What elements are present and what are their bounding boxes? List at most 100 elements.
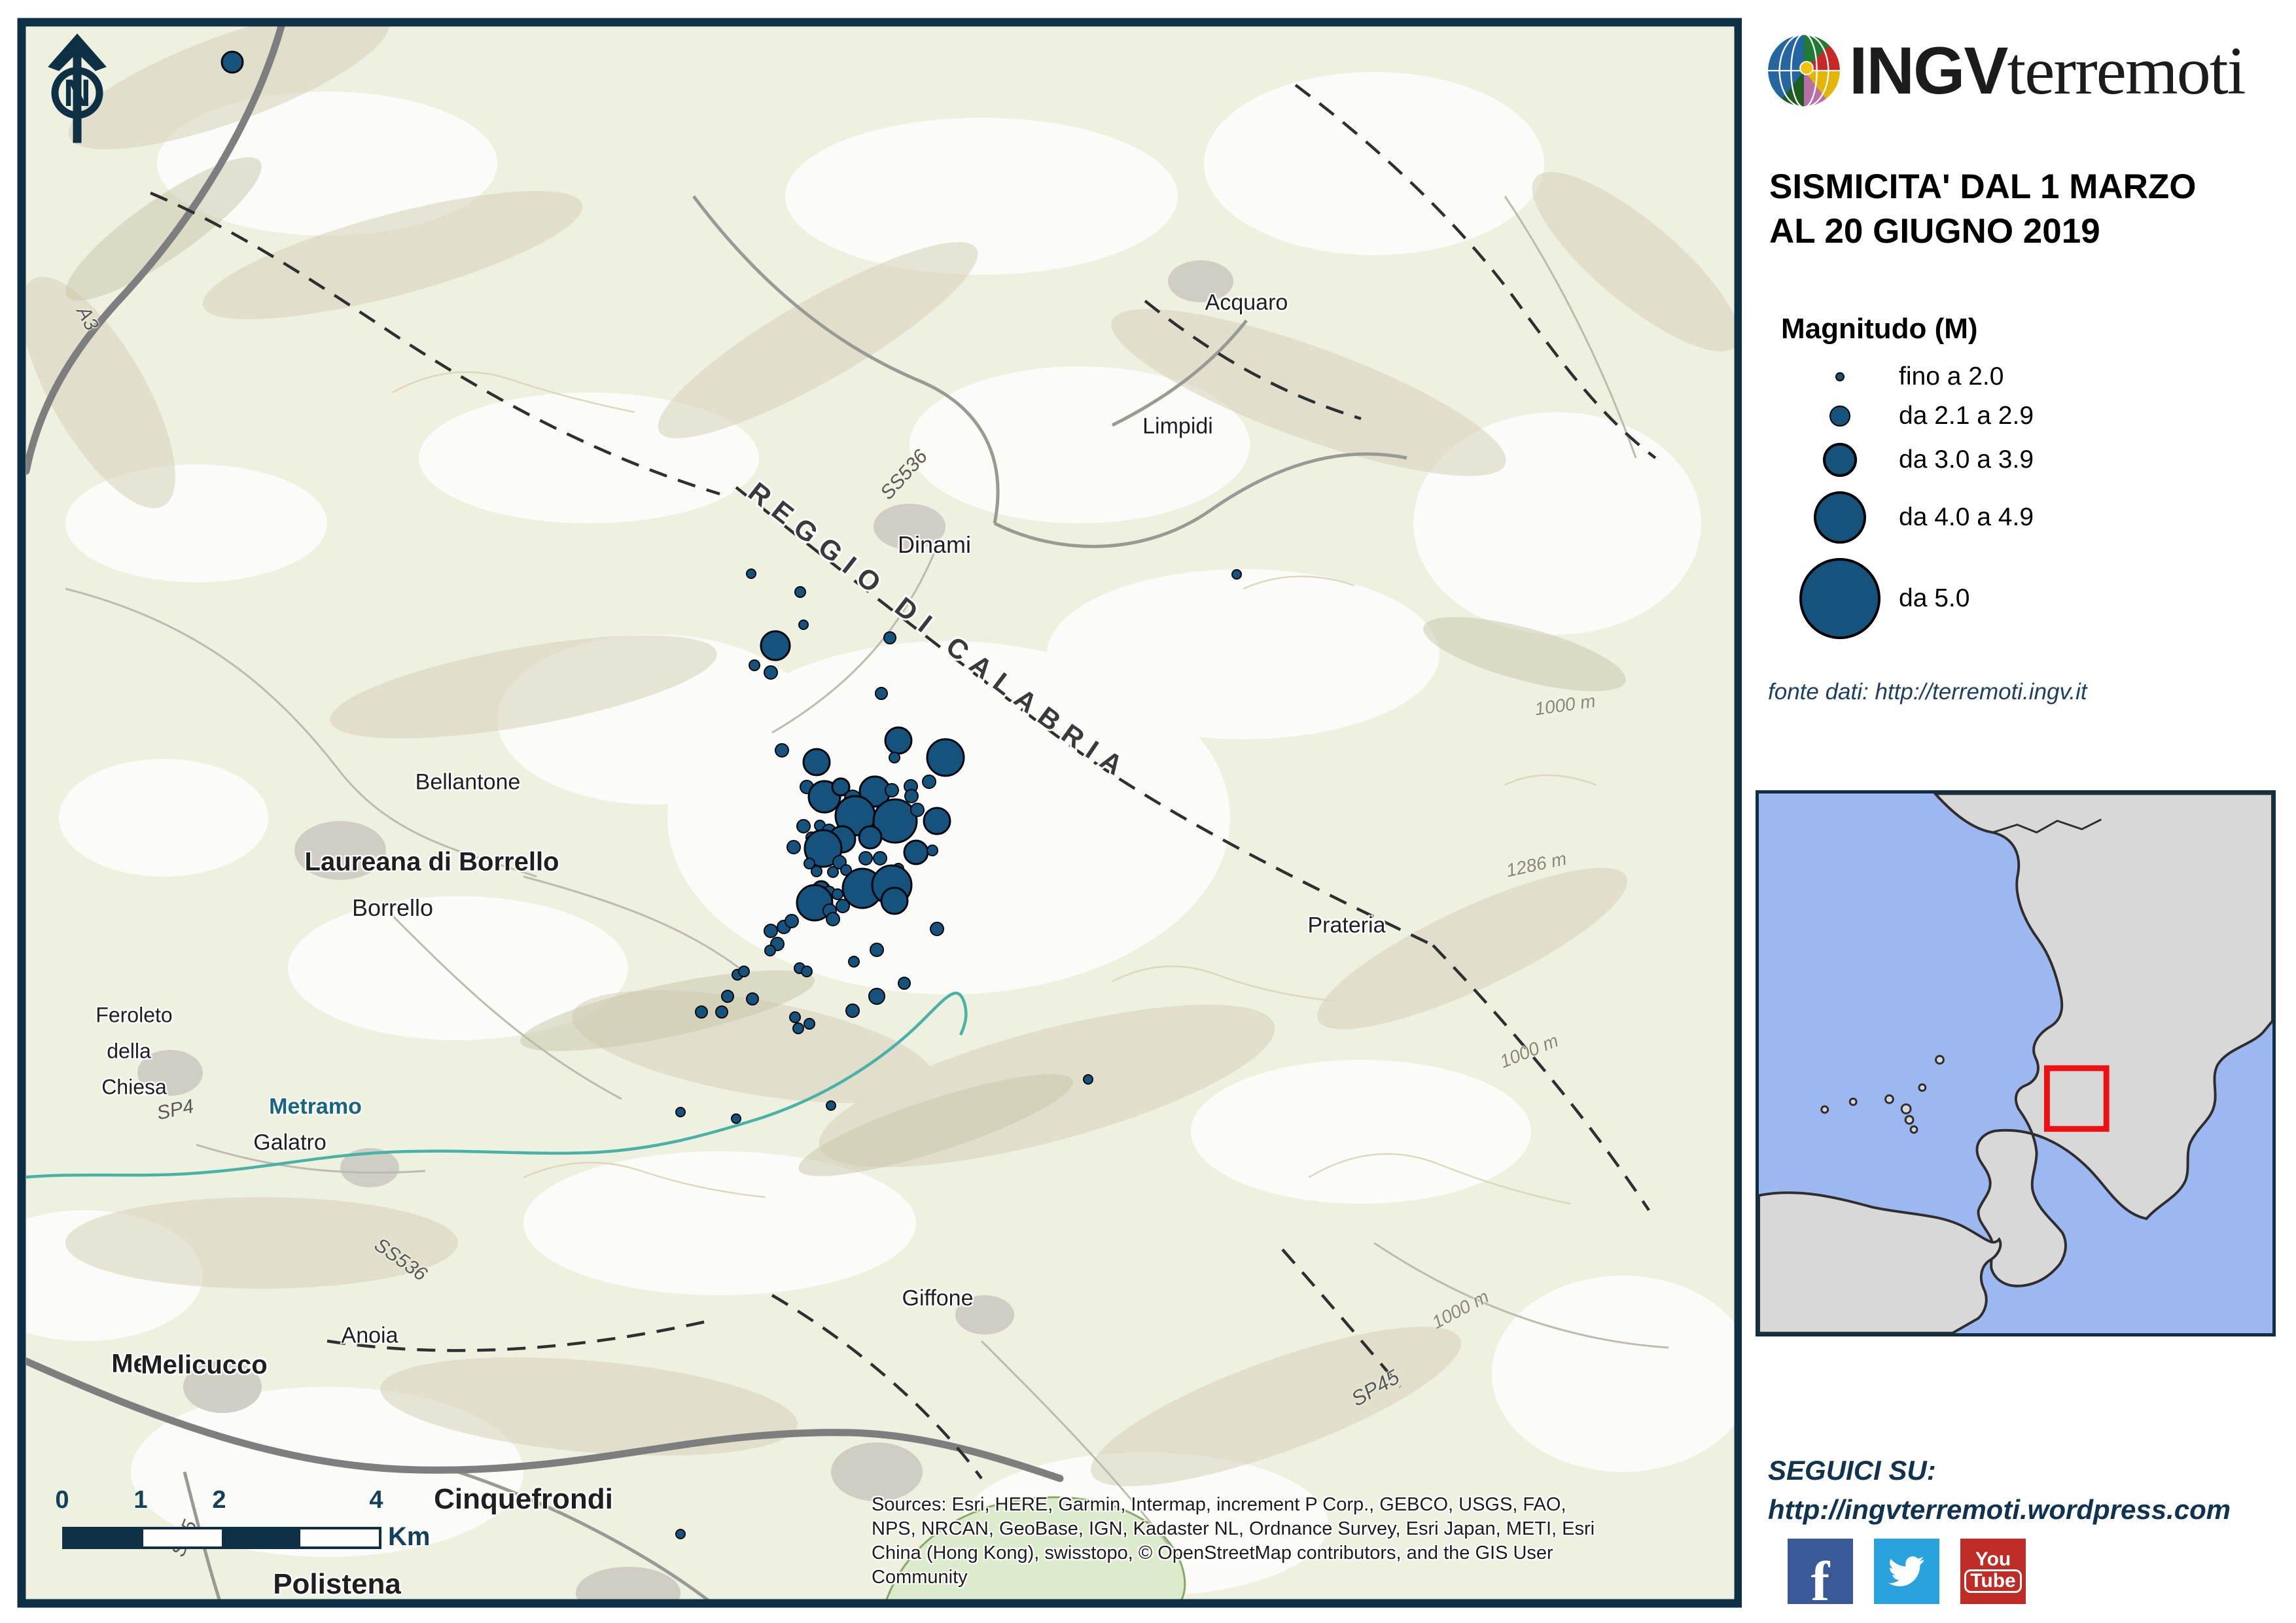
earthquake-dot <box>883 631 896 644</box>
earthquake-dot <box>804 858 815 869</box>
social-icons: f You Tube <box>1788 1539 2026 1613</box>
data-source-note: fonte dati: http://terremoti.ingv.it <box>1768 679 2087 705</box>
earthquake-dot <box>880 886 909 915</box>
earthquake-dot <box>715 1005 728 1019</box>
scale-bar-segments <box>62 1527 381 1549</box>
info-panel: INGV terremoti SISMICITA' DAL 1 MARZO AL… <box>1742 0 2296 1623</box>
sources-line: China (Hong Kong), swisstopo, © OpenStre… <box>872 1543 1553 1563</box>
earthquake-dot <box>827 866 839 878</box>
earthquake-dot <box>802 748 831 777</box>
earthquake-dot <box>922 775 936 789</box>
legend-label: da 4.0 a 4.9 <box>1899 503 2034 531</box>
youtube-text-you: You <box>1975 1548 2011 1570</box>
follow-us-label: SEGUICI SU: <box>1768 1455 1936 1486</box>
earthquake-dot <box>749 659 760 671</box>
earthquake-dot <box>801 966 813 977</box>
earthquake-dot <box>789 1011 801 1023</box>
follow-us-block: SEGUICI SU: http://ingvterremoti.wordpre… <box>1768 1451 2231 1529</box>
earthquake-dot <box>731 1113 741 1124</box>
legend-title: Magnitudo (M) <box>1781 313 1978 345</box>
facebook-icon[interactable]: f <box>1788 1539 1853 1613</box>
earthquake-dot <box>785 914 799 928</box>
twitter-icon[interactable] <box>1874 1539 1939 1604</box>
legend-circle <box>1799 558 1881 639</box>
map-frame <box>17 18 1743 1608</box>
scale-unit: Km <box>388 1522 431 1551</box>
earthquake-dot <box>927 845 938 856</box>
youtube-text-tube: Tube <box>1964 1569 2022 1593</box>
earthquake-dot <box>889 752 900 763</box>
ingv-terremoti-logo: INGV terremoti <box>1765 31 2246 110</box>
map-terrain: REGGIO DI CALABRIA <box>26 26 1735 1600</box>
earthquake-dot <box>831 777 851 797</box>
earthquake-dot <box>840 864 852 876</box>
legend-label: da 2.1 a 2.9 <box>1899 402 2034 430</box>
earthquake-dot <box>872 798 918 844</box>
earthquake-dot <box>926 738 965 777</box>
earthquake-dot <box>775 743 789 758</box>
legend-item: da 2.1 a 2.9 <box>1781 396 2034 436</box>
earthquake-dot <box>675 1107 686 1117</box>
earthquake-dot <box>798 620 809 630</box>
earthquake-dot <box>695 1005 708 1019</box>
legend-label: da 5.0 <box>1899 584 1970 612</box>
earthquake-dot <box>930 922 944 936</box>
legend-item: da 3.0 a 3.9 <box>1781 436 2034 484</box>
north-label: N <box>63 72 91 114</box>
earthquake-dot <box>832 888 843 900</box>
earthquake-dot <box>885 783 899 797</box>
scale-tick: 4 <box>369 1486 383 1514</box>
earthquake-dot <box>721 990 734 1003</box>
legend-item: fino a 2.0 <box>1781 357 2034 396</box>
earthquake-dot <box>826 912 840 926</box>
legend-label: da 3.0 a 3.9 <box>1899 445 2034 474</box>
location-inset-map <box>1756 790 2276 1336</box>
earthquake-dot <box>764 924 778 938</box>
earthquake-dot <box>858 851 873 865</box>
study-area-box <box>2043 1065 2110 1132</box>
sources-line: Community <box>872 1567 968 1588</box>
scale-tick: 1 <box>133 1486 148 1514</box>
earthquake-dot <box>870 943 884 957</box>
earthquake-dot <box>910 803 925 817</box>
earthquake-dot <box>746 568 756 579</box>
sources-attribution: Sources: Esri, HERE, Garmin, Intermap, i… <box>872 1493 1729 1590</box>
legend-item: da 4.0 a 4.9 <box>1781 484 2034 551</box>
earthquake-dot <box>884 726 913 755</box>
legend-circle <box>1829 406 1850 427</box>
map-title: SISMICITA' DAL 1 MARZO AL 20 GIUGNO 2019 <box>1769 165 2197 254</box>
earthquake-dot <box>760 630 791 661</box>
earthquake-dot <box>786 840 801 854</box>
earthquake-dot <box>848 956 860 968</box>
metramo-river <box>26 991 968 1179</box>
earthquake-dot <box>738 966 750 977</box>
earthquake-dot <box>898 977 911 990</box>
earthquake-dot <box>1083 1074 1093 1085</box>
north-arrow-icon: N <box>48 33 107 143</box>
legend-circle <box>1823 443 1857 477</box>
magnitude-legend: Magnitudo (M) fino a 2.0 da 2.1 a 2.9 da 3… <box>1781 313 2034 646</box>
earthquake-dot <box>804 829 843 868</box>
ingv-globe-icon <box>1766 33 1842 109</box>
earthquake-dot <box>904 789 919 803</box>
earthquake-dot <box>764 945 776 956</box>
earthquake-dot <box>836 899 850 913</box>
youtube-icon[interactable]: You Tube <box>1960 1539 2026 1604</box>
legend-circle <box>1835 372 1845 381</box>
earthquake-dot <box>764 665 778 680</box>
earthquake-dot <box>903 839 929 865</box>
earthquake-dot <box>796 819 811 833</box>
title-line-2: AL 20 GIUGNO 2019 <box>1769 212 2100 251</box>
earthquake-dot <box>873 851 887 865</box>
earthquake-dot <box>811 865 822 877</box>
earthquake-dots-layer <box>221 50 1242 1539</box>
logo-text-ingv: INGV <box>1849 33 2008 108</box>
follow-us-url[interactable]: http://ingvterremoti.wordpress.com <box>1768 1494 2231 1525</box>
sources-line: Sources: Esri, HERE, Garmin, Intermap, i… <box>872 1494 1566 1515</box>
earthquake-dot <box>675 1529 686 1539</box>
sources-line: NPS, NRCAN, GeoBase, IGN, Kadaster NL, O… <box>872 1518 1595 1539</box>
legend-circle <box>1814 491 1866 544</box>
legend-label: fino a 2.0 <box>1899 362 2004 391</box>
